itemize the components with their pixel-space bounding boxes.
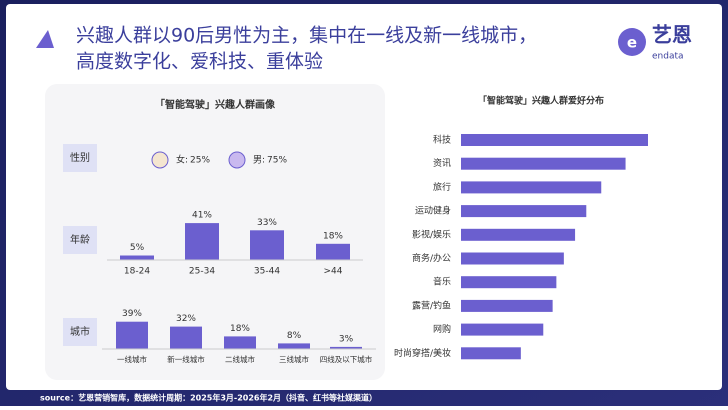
logo-text: 艺恩 xyxy=(652,23,692,47)
value-label: 5% xyxy=(130,243,145,253)
bar xyxy=(116,321,148,349)
bar xyxy=(170,326,202,349)
x-tick-label: 35-44 xyxy=(254,267,280,277)
x-tick-label: 二线城市 xyxy=(225,354,255,364)
bar xyxy=(250,230,284,260)
gender-label: 男: xyxy=(253,155,265,166)
bar xyxy=(316,243,350,260)
bar xyxy=(461,181,602,194)
y-tick-label: 旅行 xyxy=(433,181,451,193)
value-label: 3% xyxy=(339,334,354,344)
bar xyxy=(461,347,521,360)
value-label: 32% xyxy=(176,314,196,324)
x-tick-label: >44 xyxy=(324,267,343,277)
logo-icon xyxy=(618,28,646,56)
y-tick-label: 音乐 xyxy=(433,276,451,288)
row-label-box xyxy=(63,318,97,346)
y-tick-label: 运动健身 xyxy=(415,205,451,217)
bar xyxy=(461,205,587,218)
row-label: 性别 xyxy=(70,151,90,164)
y-tick-label: 网购 xyxy=(433,323,451,335)
title-line: 高度数字化、爱科技、重体验 xyxy=(76,51,323,73)
value-label: 39% xyxy=(122,309,142,319)
y-tick-label: 露营/钓鱼 xyxy=(412,299,451,311)
chart-title: 「智能驾驶」兴趣人群爱好分布 xyxy=(478,95,604,107)
value-label: 18% xyxy=(230,324,250,334)
source: source：艺恩营销智库，数据统计周期：2025年3月-2026年2月（抖音、… xyxy=(40,393,377,403)
row-label: 城市 xyxy=(70,325,90,338)
value-label: 75% xyxy=(267,156,287,166)
panel-title: 「智能驾驶」兴趣人群画像 xyxy=(155,98,276,111)
person-icon xyxy=(151,151,169,169)
y-tick-label: 影视/娱乐 xyxy=(412,228,451,240)
title-line: 兴趣人群以90后男性为主，集中在一线及新一线城市， xyxy=(76,25,537,47)
bar xyxy=(461,299,553,312)
bar xyxy=(461,252,564,265)
row-label: 年龄 xyxy=(70,233,90,246)
bar xyxy=(120,255,154,260)
row-label-box xyxy=(63,144,97,172)
bar xyxy=(278,343,310,349)
y-tick-label: 商务/办公 xyxy=(412,252,451,264)
x-tick-label: 25-34 xyxy=(189,267,215,277)
bar xyxy=(461,134,648,146)
bar xyxy=(330,346,362,349)
bar xyxy=(461,276,557,289)
bar xyxy=(461,157,626,170)
logo-mark: e xyxy=(627,34,637,52)
title-decoration xyxy=(36,30,54,48)
x-tick-label: 新一线城市 xyxy=(167,354,205,364)
x-tick-label: 四线及以下城市 xyxy=(320,354,373,364)
bar xyxy=(461,228,576,241)
bar xyxy=(461,323,544,336)
gender-label: 女: xyxy=(176,154,188,166)
y-tick-label: 科技 xyxy=(433,134,451,146)
value-label: 18% xyxy=(323,231,343,241)
value-label: 8% xyxy=(287,331,302,341)
bar xyxy=(224,336,256,349)
row-label-box xyxy=(63,226,97,254)
value-label: 25% xyxy=(190,156,210,166)
logo: e 艺恩 endata xyxy=(618,23,692,62)
logo-sub: endata xyxy=(652,52,684,62)
y-tick-label: 资讯 xyxy=(433,158,451,169)
x-tick-label: 三线城市 xyxy=(279,354,309,364)
person-icon xyxy=(228,151,246,169)
x-tick-label: 18-24 xyxy=(124,267,150,277)
y-tick-label: 时尚穿搭/美妆 xyxy=(394,347,451,359)
value-label: 33% xyxy=(257,218,277,228)
bar xyxy=(185,223,219,260)
value-label: 41% xyxy=(192,211,212,221)
x-tick-label: 一线城市 xyxy=(117,354,147,364)
